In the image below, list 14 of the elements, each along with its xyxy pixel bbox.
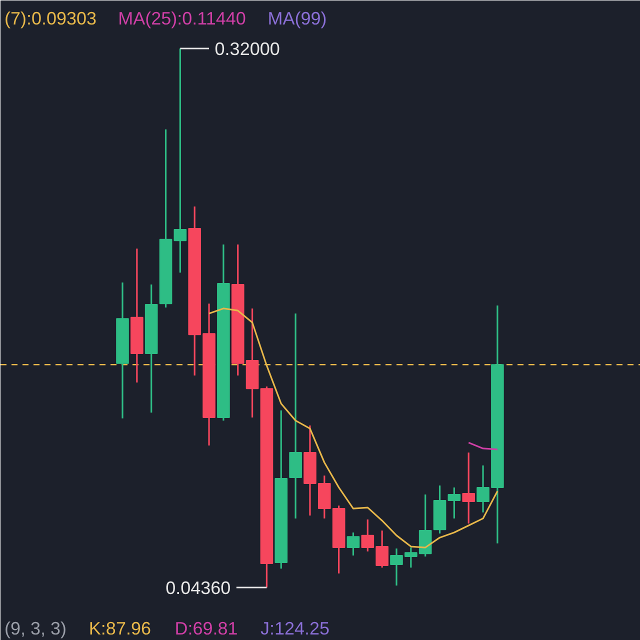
text: D:69.81 — [174, 618, 238, 638]
candlestick — [462, 452, 476, 524]
text: MA(25):0.11440 — [118, 8, 246, 28]
candlestick — [174, 48, 187, 274]
annotation: 0.04360 — [166, 578, 231, 598]
text: J:124.25 — [260, 618, 330, 638]
text: K:87.96 — [88, 618, 151, 638]
candlestick — [448, 486, 461, 520]
candlestick — [346, 532, 360, 556]
text: (9, 3, 3) — [4, 618, 67, 638]
text: MA(99) — [268, 8, 327, 28]
text: (7):0.09303 — [4, 8, 97, 28]
candlestick — [476, 464, 490, 514]
annotation: 0.32000 — [214, 39, 280, 59]
